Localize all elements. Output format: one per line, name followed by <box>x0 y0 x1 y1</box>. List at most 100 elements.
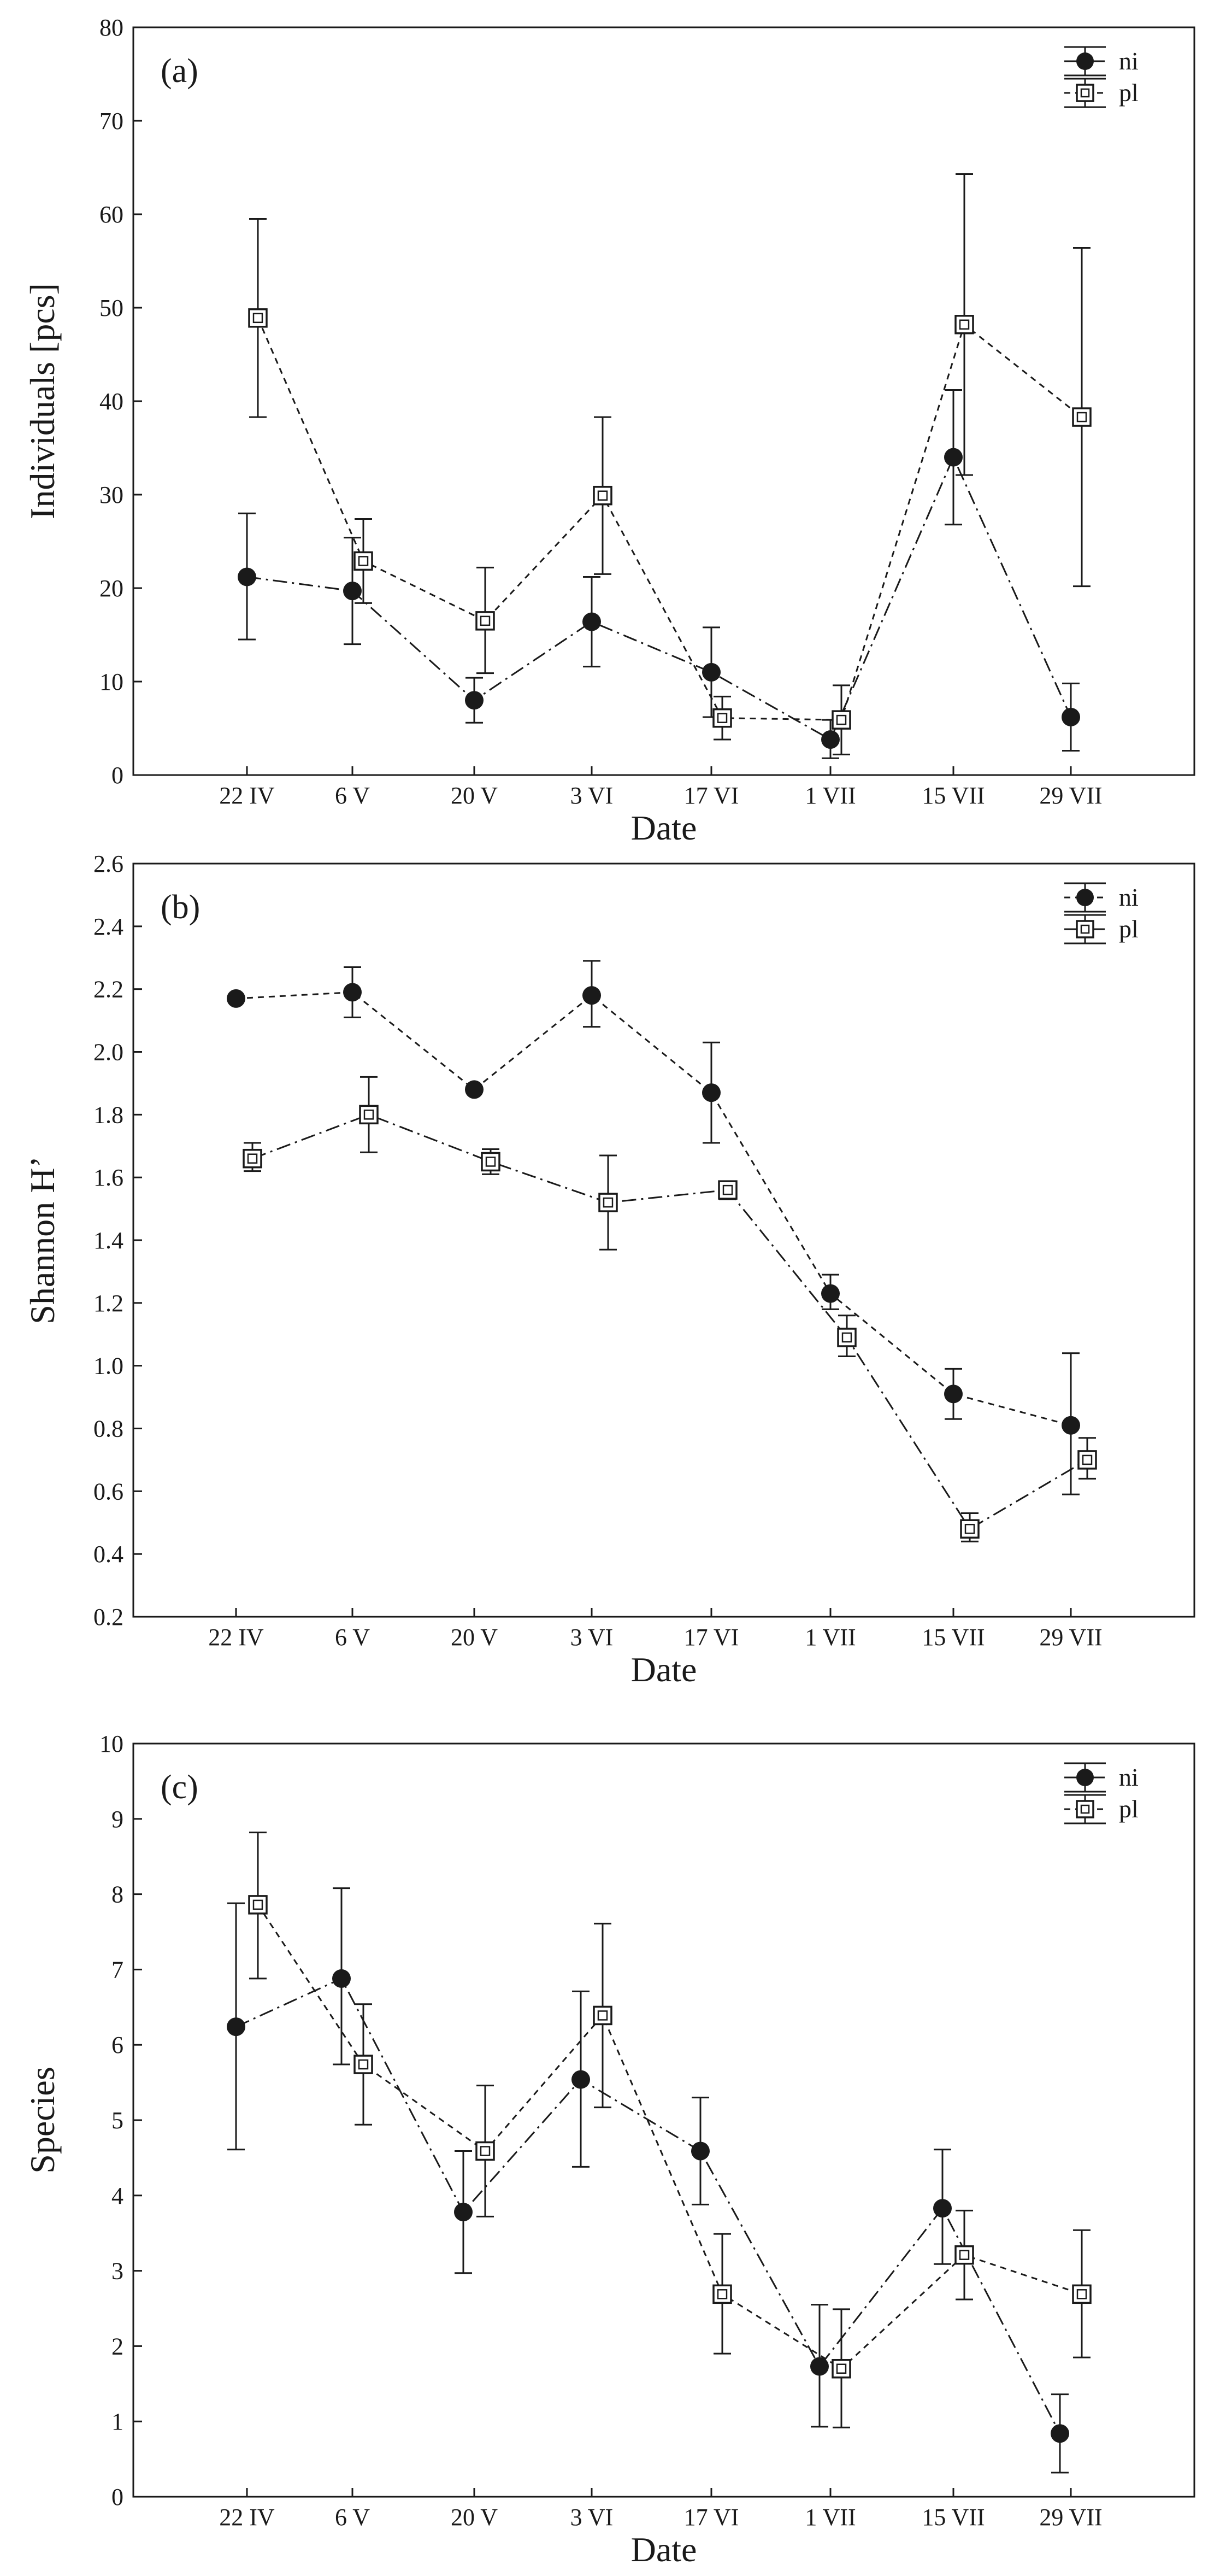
data-point-ni <box>944 1384 963 1404</box>
marker-square-inner <box>363 1110 374 1120</box>
x-tick-label: 29 VII <box>1039 1624 1102 1651</box>
y-tick-label: 0.4 <box>93 1541 123 1568</box>
marker-square-inner <box>358 2059 369 2070</box>
marker-square-inner <box>722 1184 733 1195</box>
marker-square <box>359 1105 379 1125</box>
series-ni <box>227 960 1080 1495</box>
marker-square-inner <box>836 714 847 725</box>
data-point-pl <box>954 2245 974 2265</box>
data-point-ni <box>702 662 721 682</box>
series-ni <box>227 1887 1069 2474</box>
legend-marker-ni <box>1076 889 1094 906</box>
x-tick-label: 17 VI <box>684 782 739 809</box>
y-tick-label: 50 <box>99 295 123 321</box>
marker-square-inner <box>1076 412 1087 423</box>
data-point-pl <box>353 2055 373 2074</box>
data-point-ni <box>821 730 840 749</box>
data-point-pl <box>712 2284 732 2304</box>
y-tick-label: 70 <box>99 108 123 134</box>
data-point-pl <box>598 1193 618 1212</box>
y-tick-label: 2.4 <box>93 913 123 940</box>
y-tick-label: 9 <box>111 1806 123 1833</box>
data-point-pl <box>1077 1450 1097 1470</box>
y-tick-label: 6 <box>111 2032 123 2058</box>
marker-square-inner <box>480 2146 491 2156</box>
data-point-pl <box>718 1180 738 1200</box>
marker-square-inner <box>485 1157 496 1167</box>
data-point-pl <box>593 485 612 506</box>
plot-frame <box>132 1742 1195 2498</box>
series-line-ni <box>235 1977 1061 2434</box>
x-tick-label: 17 VI <box>684 2504 739 2531</box>
marker-square-inner <box>1082 1454 1093 1465</box>
data-point-ni <box>933 2199 952 2218</box>
data-point-pl <box>593 2005 612 2026</box>
marker-square <box>593 2005 612 2026</box>
marker-square-inner <box>252 313 263 324</box>
marker-square <box>954 2245 974 2265</box>
data-point-ni <box>821 1284 840 1303</box>
chart-panel-1: 0 10 20 30 40 50 60 70 80 22 IV 6 V 20 V 3 VI 17 VI 1 … <box>23 14 1195 847</box>
data-point-ni <box>571 2070 590 2089</box>
y-tick-label: 1.0 <box>93 1353 123 1380</box>
marker-square <box>248 308 268 328</box>
marker-square-inner <box>597 490 608 501</box>
legend-label-pl: pl <box>1119 1795 1139 1823</box>
data-point-pl <box>832 710 851 730</box>
x-tick-label: 1 VII <box>805 1624 856 1651</box>
legend-marker-ni <box>1076 52 1094 70</box>
data-point-ni <box>454 2203 473 2222</box>
x-tick-label: 3 VI <box>570 2504 614 2531</box>
marker-square <box>837 1328 857 1347</box>
y-tick-label: 0.8 <box>93 1416 123 1442</box>
y-tick-label: 8 <box>111 1881 123 1908</box>
marker-square <box>712 2284 732 2304</box>
series-pl <box>248 1832 1092 2428</box>
marker-square-inner <box>836 2363 847 2374</box>
data-point-ni <box>1062 1416 1080 1435</box>
series-line-pl <box>252 1113 1088 1530</box>
marker-square-inner <box>959 319 970 330</box>
marker-square <box>718 1180 738 1200</box>
chart-panel-3: 0 1 2 3 4 5 6 7 8 9 10 22 IV 6 V 20 V 3 VI 17 VI 1 VII 15… <box>23 1730 1195 2569</box>
data-point-ni <box>702 1083 721 1102</box>
marker-square <box>248 1895 268 1915</box>
legend: ni pl <box>1064 46 1139 108</box>
marker-square <box>1072 2284 1092 2304</box>
series-line-ni <box>246 455 1072 741</box>
data-point-ni <box>582 986 601 1005</box>
x-tick-label: 15 VII <box>922 1624 985 1651</box>
data-point-pl <box>712 708 732 728</box>
x-tick-label: 6 V <box>335 782 370 809</box>
data-point-ni <box>343 582 362 601</box>
legend-marker-pl <box>1076 1800 1094 1818</box>
plot-frame <box>132 26 1195 776</box>
series-pl <box>243 1076 1097 1542</box>
y-tick-label: 80 <box>99 14 123 41</box>
marker-square <box>598 1193 618 1212</box>
y-tick-label: 1.8 <box>93 1101 123 1128</box>
x-tick-label: 15 VII <box>922 782 985 809</box>
data-point-pl <box>954 315 974 335</box>
y-tick-label: 0 <box>111 2484 123 2510</box>
panel-label: (c) <box>161 1769 198 1806</box>
legend-marker-pl <box>1076 920 1094 938</box>
legend-marker-inner-pl <box>1080 88 1090 98</box>
marker-square-inner <box>252 1899 263 1910</box>
x-tick-label: 29 VII <box>1039 782 1102 809</box>
data-point-ni <box>1051 2424 1069 2443</box>
x-tick-label: 3 VI <box>570 1624 614 1651</box>
y-tick-label: 4 <box>111 2182 123 2209</box>
y-tick-label: 1.4 <box>93 1227 123 1254</box>
data-point-ni <box>227 2017 245 2037</box>
data-point-pl <box>359 1105 379 1125</box>
marker-square <box>712 708 732 728</box>
marker-square-inner <box>964 1523 975 1534</box>
y-tick-label: 3 <box>111 2258 123 2285</box>
data-point-ni <box>332 1969 351 1988</box>
series-line-ni <box>235 991 1071 1427</box>
x-tick-label: 20 V <box>451 2504 498 2531</box>
marker-square <box>475 611 495 631</box>
x-axis-title: Date <box>631 808 697 847</box>
